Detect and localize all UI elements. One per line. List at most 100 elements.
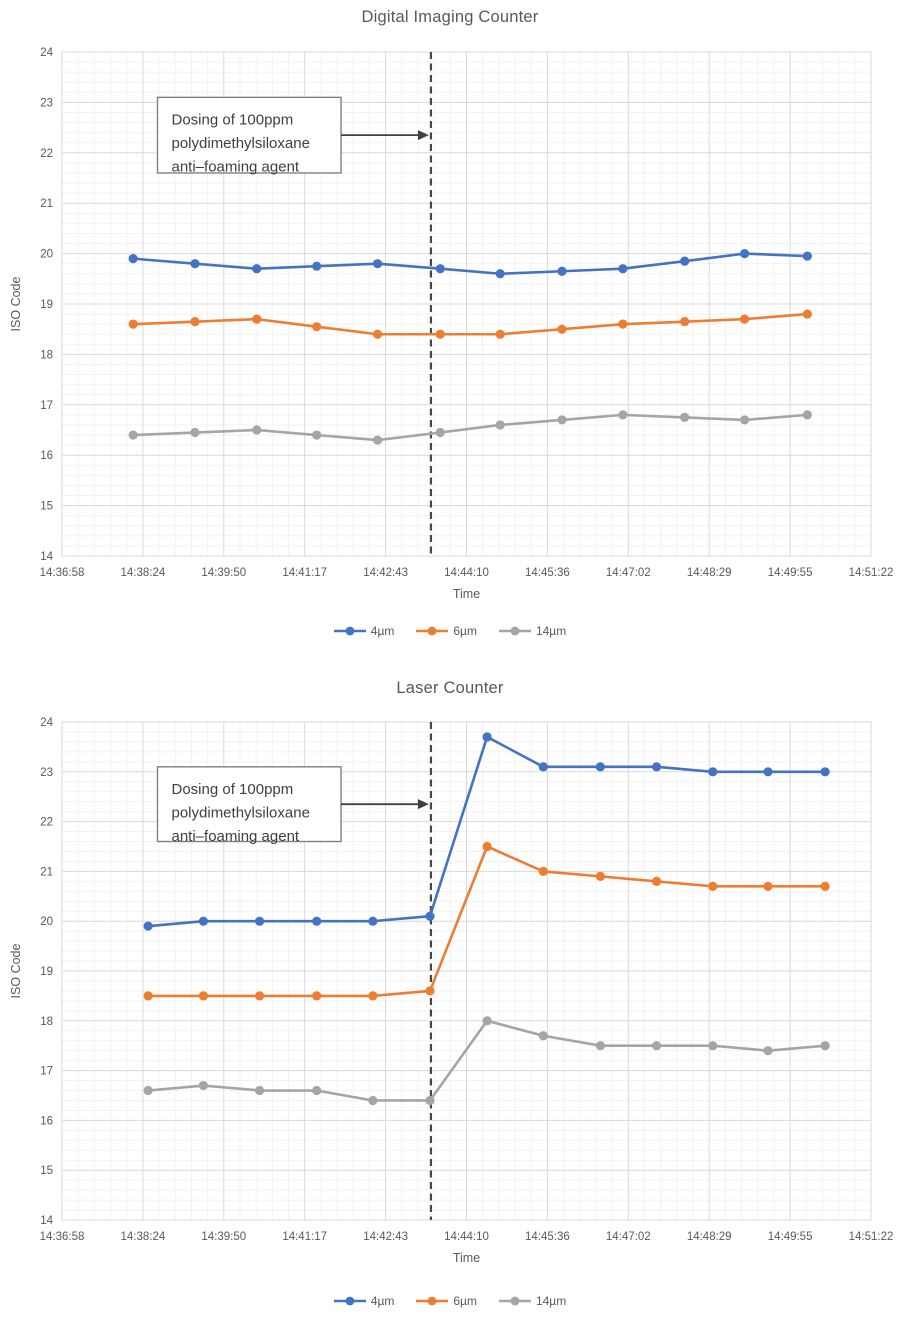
legend-label: 4µm	[370, 1294, 395, 1308]
x-tick-label: 14:44:10	[444, 1231, 489, 1243]
series-4um-line	[131, 252, 809, 276]
series-4um-marker	[254, 916, 265, 926]
legend-item-6um: 6µm	[416, 624, 477, 638]
y-tick-label: 15	[40, 1165, 53, 1177]
annotation-text-line: anti–foaming agent	[172, 158, 300, 175]
series-14um-marker	[651, 1041, 662, 1051]
legend-label: 14µm	[535, 624, 567, 638]
series-4um-marker	[435, 264, 445, 274]
series-14um-marker	[368, 1095, 378, 1106]
x-axis-title: Time	[453, 1251, 480, 1265]
series-4um-marker	[368, 916, 378, 926]
series-6um-line	[131, 312, 809, 336]
y-tick-label: 14	[40, 551, 53, 563]
series-6um-marker	[425, 986, 435, 996]
series-14um-marker	[538, 1031, 548, 1041]
x-tick-label: 14:36:58	[40, 1231, 85, 1243]
series-14um-marker	[680, 412, 690, 422]
legend-marker-icon	[416, 1296, 449, 1306]
legend-label: 14µm	[535, 1294, 567, 1308]
legend-marker-icon	[333, 626, 366, 636]
y-tick-label: 21	[40, 198, 53, 210]
chart-canvas: 14 15 16 17 18 19 20 21 22 23 24 14:36:58 14:38:24 14…	[9, 47, 893, 601]
series-14um-marker	[312, 1085, 322, 1096]
y-tick-label: 18	[40, 1016, 53, 1028]
y-tick-label: 22	[40, 817, 53, 829]
annotation-arrowhead	[417, 130, 429, 141]
annotation-text-line: anti–foaming agent	[172, 828, 300, 845]
series-4um-marker	[128, 254, 138, 264]
y-axis-title: ISO Code	[9, 277, 23, 332]
plot-border	[61, 721, 872, 1221]
legend-item-4um: 4µm	[333, 1294, 395, 1308]
y-tick-label: 20	[40, 916, 53, 928]
series-6um-marker	[651, 876, 662, 886]
series-4um-marker	[495, 269, 505, 279]
series-6um-marker	[708, 881, 718, 891]
x-tick-label: 14:39:50	[201, 567, 246, 579]
x-tick-label: 14:45:36	[525, 1231, 570, 1243]
series-6um-marker	[252, 314, 262, 324]
legend-item-14um: 14µm	[498, 624, 567, 638]
y-tick-label: 24	[40, 717, 53, 729]
series-6um-marker	[495, 329, 505, 339]
y-tick-label: 14	[40, 1215, 53, 1227]
x-tick-label: 14:51:22	[849, 1231, 894, 1243]
series-14um-marker	[820, 1041, 830, 1051]
chart-legend: 4µm 6µm 14µm	[0, 1294, 900, 1308]
series-4um-marker	[595, 762, 605, 772]
series-4um-marker	[618, 264, 628, 274]
series-6um-marker	[538, 866, 548, 876]
x-tick-label: 14:41:17	[282, 1231, 327, 1243]
annotation-text-line: Dosing of 100ppm	[172, 781, 294, 798]
legend-marker-icon	[333, 1296, 366, 1306]
series-6um-marker	[198, 991, 208, 1001]
series-4um-marker	[557, 266, 567, 276]
series-4um-marker	[739, 249, 750, 259]
series-4um-marker	[372, 259, 383, 269]
x-tick-label: 14:38:24	[121, 567, 166, 579]
legend-label: 6µm	[453, 1294, 477, 1308]
y-tick-label: 23	[40, 767, 53, 779]
y-tick-label: 21	[40, 866, 53, 878]
chart-canvas: 14 15 16 17 18 19 20 21 22 23 24 14:36:58 14:38:24 14…	[9, 717, 894, 1265]
series-14um-marker	[143, 1085, 153, 1096]
chart-block-digital-imaging: Digital Imaging Counter 14 15 16 17 18 19 20 21…	[0, 0, 900, 660]
series-14um-marker	[254, 1085, 265, 1096]
x-tick-label: 14:42:43	[363, 1231, 408, 1243]
annotation-arrowhead	[417, 799, 429, 810]
y-tick-label: 17	[40, 1066, 53, 1078]
series-6um-marker	[143, 991, 153, 1001]
plot-border	[61, 51, 872, 557]
x-tick-label: 14:44:10	[444, 567, 489, 579]
y-tick-label: 15	[40, 501, 53, 513]
legend-marker-icon	[498, 1296, 531, 1306]
series-4um-marker	[538, 762, 548, 772]
legend-item-6um: 6µm	[416, 1294, 477, 1308]
series-6um-marker	[128, 319, 138, 329]
annotation-text-line: Dosing of 100ppm	[172, 111, 294, 128]
x-tick-label: 14:49:55	[768, 1231, 813, 1243]
series-4um-marker	[820, 767, 830, 777]
series-14um-line	[131, 413, 809, 442]
series-6um-marker	[680, 317, 690, 327]
series-6um-marker	[312, 322, 322, 332]
series-6um-marker	[802, 309, 812, 319]
grid-major	[61, 721, 872, 1221]
series-14um-marker	[435, 427, 445, 438]
y-tick-label: 16	[40, 450, 53, 462]
x-axis-title: Time	[453, 587, 480, 601]
series-4um-marker	[312, 916, 322, 926]
x-tick-label: 14:42:43	[363, 567, 408, 579]
series-6um-marker	[595, 871, 605, 881]
legend-item-4um: 4µm	[333, 624, 394, 638]
y-tick-label: 17	[40, 400, 53, 412]
series-14um-marker	[495, 420, 505, 430]
series-4um-marker	[425, 911, 435, 921]
series-6um-marker	[739, 314, 750, 324]
annotation-box	[156, 96, 342, 174]
chart-block-laser: Laser Counter 14 15 16 17 18 19 20 21 22 23 24 14:3…	[0, 660, 900, 1321]
legend-item-14um: 14µm	[498, 1294, 567, 1308]
series-6um-marker	[618, 319, 628, 329]
